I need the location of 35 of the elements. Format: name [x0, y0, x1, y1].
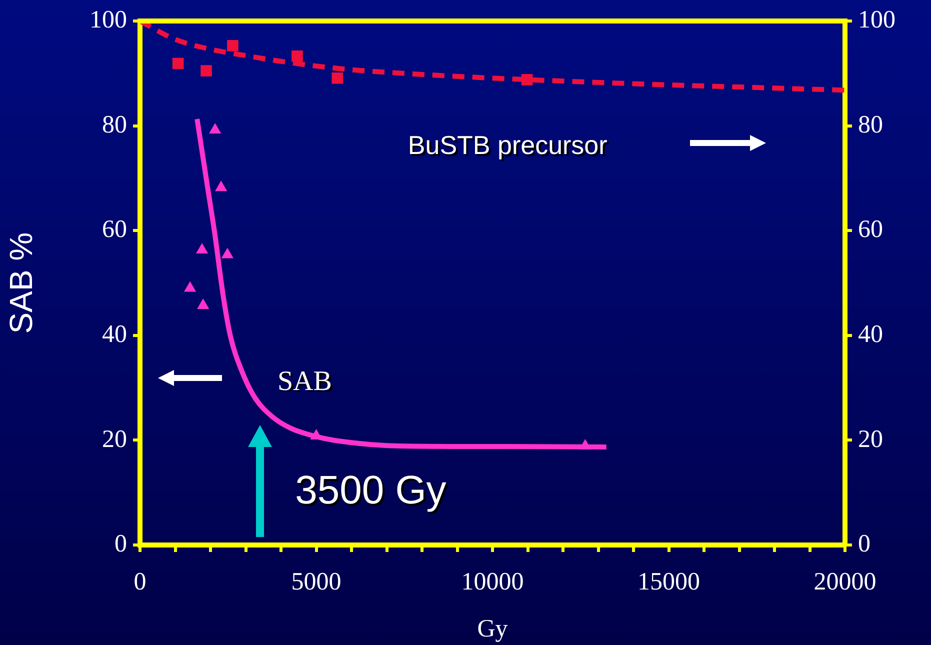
x-axis-title: Gy	[477, 616, 508, 643]
point	[227, 40, 238, 52]
point	[196, 242, 208, 254]
y2-tick-label: 80	[858, 111, 883, 138]
y-tick-label: 100	[90, 6, 127, 34]
point	[579, 438, 592, 450]
x-tick-label: 0	[134, 568, 146, 596]
annotation: BuSTB precursor	[410, 132, 610, 162]
point	[197, 298, 210, 310]
y-tick-label: 20	[102, 426, 127, 453]
point	[215, 180, 228, 192]
y-tick-label: 40	[102, 320, 127, 348]
x-tick-label: 10000	[461, 568, 524, 596]
point	[521, 74, 533, 86]
y-tick-label: 80	[102, 111, 127, 138]
y-axis-title: SAB %	[3, 232, 40, 334]
point	[184, 281, 196, 292]
y-tick-label: 60	[102, 216, 127, 244]
y2-tick-label: 100	[858, 6, 896, 34]
y2-tick-label: 60	[858, 216, 883, 244]
x-tick-label: 20000	[814, 568, 876, 596]
x-tick-label: 5000	[291, 568, 342, 596]
point	[292, 50, 303, 62]
y-tick-label: 0	[114, 530, 127, 558]
point	[200, 65, 212, 76]
y2-tick-label: 20	[858, 426, 883, 453]
annotation: 3500 Gy	[297, 470, 448, 515]
point	[332, 72, 344, 84]
point	[209, 122, 222, 134]
y2-tick-label: 40	[858, 320, 883, 348]
annotation: SAB	[279, 368, 334, 399]
y2-tick-label: 0	[858, 530, 870, 558]
point	[172, 58, 184, 70]
point	[221, 248, 234, 258]
x-tick-label: 15000	[638, 568, 700, 596]
